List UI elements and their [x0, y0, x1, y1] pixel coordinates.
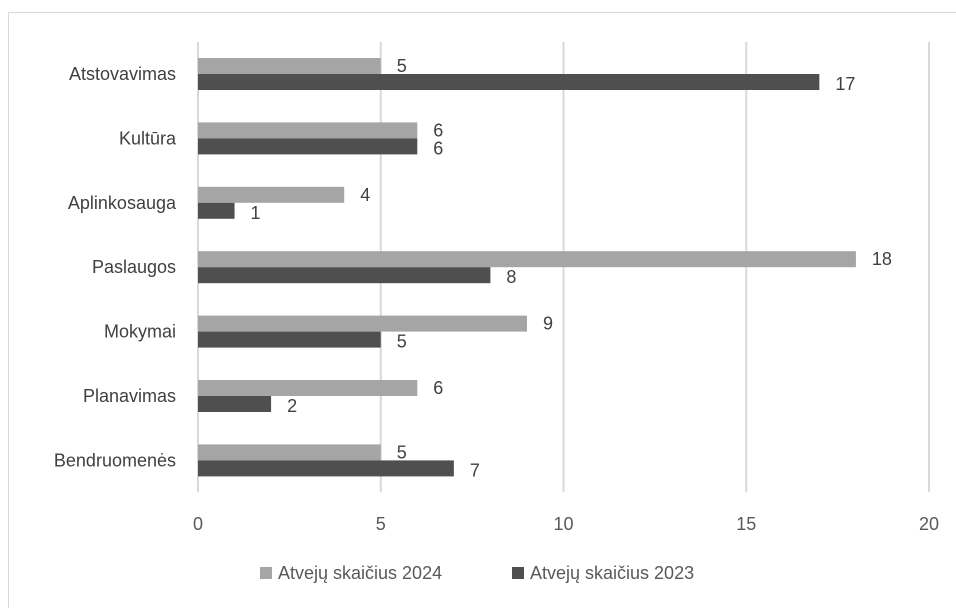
- x-tick-label: 20: [919, 514, 939, 534]
- data-label: 7: [470, 460, 480, 480]
- data-label: 6: [433, 120, 443, 140]
- bar-2023: [198, 267, 491, 284]
- bar-2024: [198, 380, 418, 396]
- data-label: 8: [506, 267, 516, 287]
- bar-2023: [198, 74, 820, 90]
- category-label: Planavimas: [83, 386, 176, 406]
- bar-2024: [198, 444, 381, 461]
- bar-2023: [198, 138, 418, 155]
- bar-2024: [198, 58, 381, 74]
- data-label: 1: [251, 203, 261, 223]
- chart-frame: [8, 12, 956, 608]
- category-label: Mokymai: [104, 322, 176, 342]
- category-label: Bendruomenės: [54, 450, 176, 470]
- legend-label: Atvejų skaičius 2024: [278, 563, 442, 583]
- category-labels: Atstovavimas Kultūra Aplinkosauga Paslaugos…: [54, 64, 177, 470]
- data-label: 17: [835, 74, 855, 94]
- x-tick-label: 5: [376, 514, 386, 534]
- legend-label: Atvejų skaičius 2023: [530, 563, 694, 583]
- x-tick-labels: 0 5 10 15 20: [193, 514, 939, 534]
- bar-2024: [198, 251, 856, 268]
- bars: [198, 58, 856, 477]
- bar-2023: [198, 331, 381, 348]
- category-label: Paslaugos: [92, 257, 176, 277]
- data-label: 6: [433, 378, 443, 398]
- bar-2024: [198, 122, 418, 139]
- data-label: 5: [397, 442, 407, 462]
- data-label: 9: [543, 314, 553, 334]
- category-label: Aplinkosauga: [68, 193, 177, 213]
- data-label: 5: [397, 332, 407, 352]
- category-label: Kultūra: [119, 128, 177, 148]
- x-tick-label: 15: [736, 514, 756, 534]
- legend: Atvejų skaičius 2024 Atvejų skaičius 2023: [260, 563, 694, 583]
- data-label: 2: [287, 396, 297, 416]
- bar-2023: [198, 396, 272, 412]
- bar-2023: [198, 460, 454, 477]
- data-label: 5: [397, 56, 407, 76]
- bar-2024: [198, 315, 527, 332]
- legend-swatch-2024: [260, 567, 272, 579]
- bar-2024: [198, 186, 345, 203]
- legend-swatch-2023: [512, 567, 524, 579]
- x-tick-label: 0: [193, 514, 203, 534]
- category-label: Atstovavimas: [69, 64, 176, 84]
- data-label: 4: [360, 185, 370, 205]
- data-label: 6: [433, 138, 443, 158]
- x-tick-label: 10: [553, 514, 573, 534]
- bar-2023: [198, 202, 235, 219]
- data-label: 18: [872, 249, 892, 269]
